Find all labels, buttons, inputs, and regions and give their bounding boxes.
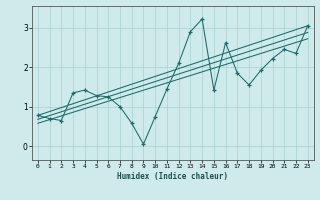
- X-axis label: Humidex (Indice chaleur): Humidex (Indice chaleur): [117, 172, 228, 181]
